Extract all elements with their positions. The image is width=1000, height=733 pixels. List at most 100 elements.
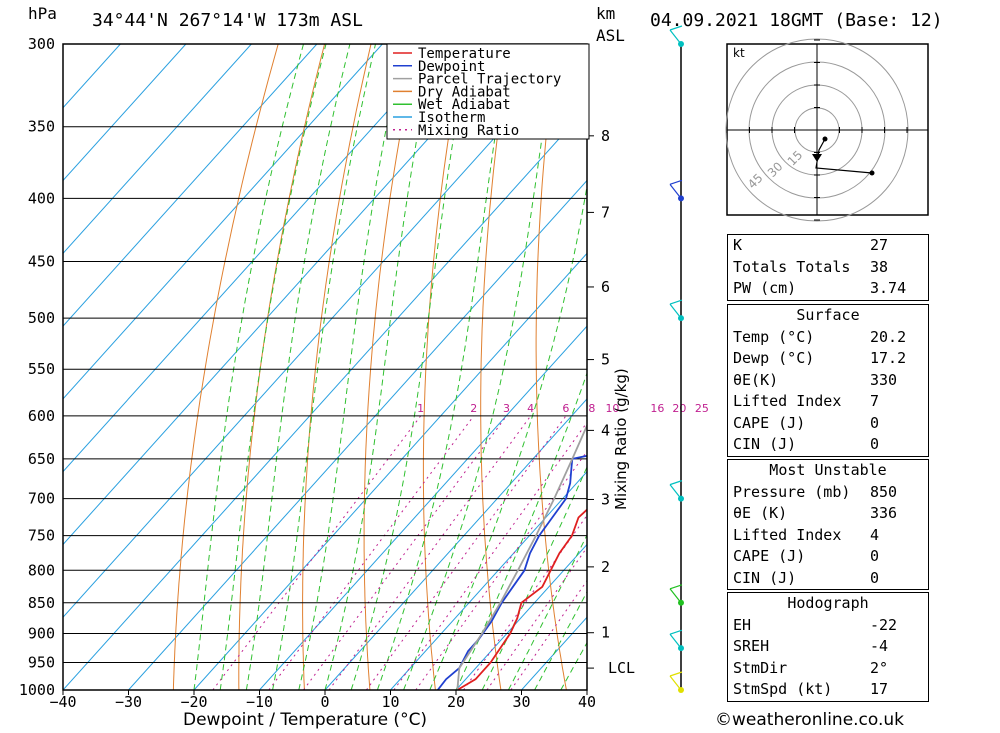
wind-barb [669,303,682,319]
isotherm-line [390,470,587,690]
most-unstable-table: Most Unstable Pressure (mb) 850 θE (K) 336 L… [727,459,929,590]
hodograph-value: -4 [870,637,889,655]
mixing-ratio-line [463,514,587,690]
isotherm-line [63,44,318,327]
pressure-tick-label: 400 [28,189,55,207]
isotherm-line [63,44,252,255]
surface-row: Dewp (°C) 17.2 [728,348,928,370]
dry-adiabat-line [590,44,632,690]
dry-adiabat-line [975,44,1000,690]
most-unstable-row: CIN (J) 0 [728,568,928,590]
dry-adiabat-line [928,44,1000,690]
km-tick-label: 3 [601,490,610,508]
hodograph-row: StmSpd (kt) 17 [728,679,928,701]
mixing-ratio-line [393,421,587,690]
surface-value: 7 [870,392,880,410]
x-tick-label: −40 [49,693,76,711]
mixing-ratio-label: 20 [672,402,686,415]
most-unstable-label: CAPE (J) [733,547,806,565]
hodograph-start-point [822,136,828,142]
pressure-tick-label: 650 [28,450,55,468]
index-label: Totals Totals [733,257,851,276]
surface-row: Temp (°C) 20.2 [728,327,928,349]
storm-motion-marker [812,154,822,162]
wet-adiabat-line [507,533,587,690]
x-tick-label: 40 [578,693,596,711]
legend-entry: Dewpoint [418,59,485,75]
km-tick-label: 5 [601,351,610,369]
legend-entry: Dry Adiabat [418,84,511,100]
wind-barb [669,675,682,691]
hodograph-value: 17 [870,680,889,698]
index-label: K [733,236,743,254]
most-unstable-row: θE (K) 336 [728,503,928,525]
x-tick-label: 20 [447,693,465,711]
hodograph-row: EH -22 [728,615,928,637]
isotherm-line [324,398,587,690]
mixing-ratio-label: 25 [695,402,709,415]
hodograph-row: StmDir 2° [728,658,928,680]
isotherm-line [63,44,121,109]
index-value: 38 [870,257,889,276]
pressure-tick-label: 1000 [19,681,55,699]
hodograph-value: -22 [870,615,898,634]
most-unstable-value: 336 [870,504,898,522]
km-tick-label: 4 [601,421,610,439]
surface-value: 17.2 [870,349,907,367]
pressure-tick-label: 900 [28,624,55,642]
x-tick-label: 30 [512,693,530,711]
hodograph-table: Hodograph EH -22 SREH -4 StmDir 2° StmSpd (kt)… [727,592,929,702]
mixing-ratio-line [510,579,587,690]
isotherm-line [455,543,587,690]
mixing-ratio-label: 3 [503,402,510,415]
most-unstable-row: CAPE (J) 0 [728,546,928,568]
pressure-tick-label: 550 [28,360,55,378]
date-title: 04.09.2021 18GMT (Base: 12) [650,10,943,31]
hodograph-table-title: Hodograph [787,594,869,612]
surface-label: Lifted Index [733,392,842,410]
pressure-tick-label: 300 [28,35,55,53]
km-unit-label: km [596,4,616,23]
x-axis-label: Dewpoint / Temperature (°C) [183,710,428,730]
km-tick-label: 2 [601,558,610,576]
mixing-ratio-label: 6 [562,402,569,415]
hpa-unit-label: hPa [28,4,57,23]
credit-text: ©weatheronline.co.uk [715,710,905,730]
isotherm-line [128,179,587,690]
mixing-ratio-label: 4 [527,402,534,415]
pressure-tick-label: 450 [28,253,55,271]
wind-barb-flag [669,299,683,305]
x-tick-label: −10 [246,693,273,711]
surface-label: Temp (°C) [733,327,815,346]
series-temperature [456,508,587,690]
surface-row: Lifted Index 7 [728,391,928,413]
hodograph-label: StmDir [733,658,788,677]
dry-adiabat-line [642,44,698,690]
indices-table: K 27 Totals Totals 38 PW (cm) 3.74 [727,234,929,301]
surface-value: 0 [870,413,880,432]
most-unstable-row: Lifted Index 4 [728,525,928,547]
pressure-tick-label: 350 [28,118,55,136]
location-title: 34°44'N 267°14'W 173m ASL [92,10,363,31]
index-value: 3.74 [870,279,907,297]
isotherm-line [63,44,187,182]
most-unstable-value: 850 [870,482,898,501]
dry-adiabat-line [535,44,567,690]
index-row: PW (cm) 3.74 [728,278,928,300]
hodograph-value: 2° [870,658,889,677]
surface-value: 0 [870,435,880,453]
most-unstable-title: Most Unstable [769,461,887,479]
mixing-ratio-line [328,415,532,690]
pressure-tick-label: 800 [28,561,55,579]
hodograph-row: SREH -4 [728,636,928,658]
x-tick-label: −20 [180,693,207,711]
surface-row: CIN (J) 0 [728,434,928,456]
isotherm-line [193,252,587,690]
wind-barb [669,183,682,199]
km-tick-label: 1 [601,624,610,642]
wet-adiabat-line [298,44,404,690]
wet-adiabat-line [455,371,587,690]
mixing-ratio-line [365,415,567,690]
wet-adiabat-line [429,183,587,690]
surface-label: Dewp (°C) [733,349,815,367]
